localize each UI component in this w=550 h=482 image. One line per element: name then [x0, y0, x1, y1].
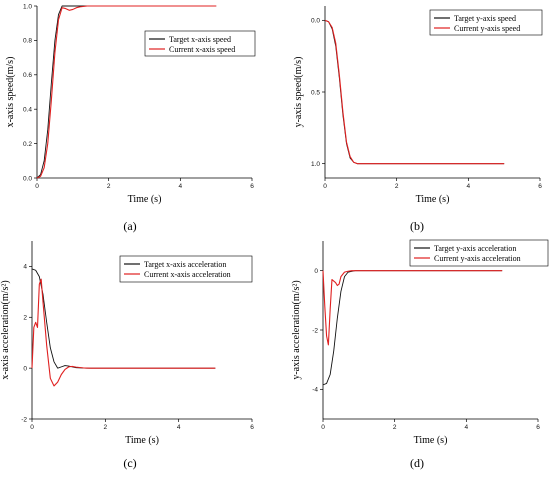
y-axis-label: x-axis acceleration(m/s²): [0, 280, 11, 379]
y-tick-label: 0.0: [23, 175, 32, 182]
x-axis-label: Time (s): [414, 435, 448, 446]
legend-entry-label: Target x-axis speed: [169, 35, 231, 44]
y-tick-label: 0.2: [23, 141, 32, 148]
legend-entry-label: Current x-axis speed: [169, 45, 235, 54]
chart-panel-b: 0 2 4 6 0.0 0.5 1.0 Time (s) y-axis speed(m/s) Ta…: [293, 6, 543, 233]
x-tick-label: 2: [395, 183, 399, 190]
legend-entry-label: Current y-axis acceleration: [434, 254, 521, 263]
x-tick-label: 6: [250, 424, 254, 431]
x-tick-label: 2: [107, 183, 111, 190]
legend-box: [409, 239, 549, 267]
y-tick-label: 0.8: [23, 38, 32, 45]
legend-entry-label: Target y-axis acceleration: [434, 244, 516, 253]
y-tick-label: 0.4: [23, 107, 32, 114]
y-tick-label: -2: [21, 416, 27, 423]
chart-panel-a: 0 2 4 6 0.0 0.2 0.4 0.6 0.8 1.0 Time (s) x-axis spe…: [5, 3, 256, 233]
x-tick-label: 4: [465, 424, 469, 431]
series-line-target: [31, 268, 216, 369]
legend-entry-label: Target y-axis speed: [454, 14, 516, 23]
x-tick-label: 0: [321, 424, 325, 431]
x-tick-label: 0: [30, 424, 34, 431]
legend-box: [119, 255, 253, 283]
y-tick-label: 0.5: [311, 89, 320, 96]
legend-entry-label: Current y-axis speed: [454, 24, 520, 33]
panel-label: (b): [410, 219, 424, 233]
panel-label: (a): [123, 219, 136, 233]
x-tick-label: 4: [179, 183, 183, 190]
y-axis-label: y-axis acceleration(m/s²): [291, 280, 302, 379]
x-tick-label: 6: [250, 183, 254, 190]
legend-entry-label: Target x-axis acceleration: [144, 260, 226, 269]
y-tick-label: 0.0: [311, 18, 320, 25]
x-axis-label: Time (s): [416, 194, 450, 205]
x-tick-label: 6: [538, 183, 542, 190]
legend-box: [429, 9, 543, 36]
y-axis-label: y-axis speed(m/s): [293, 57, 304, 128]
x-tick-label: 0: [323, 183, 327, 190]
y-tick-label: 0.6: [23, 72, 32, 79]
x-tick-label: 6: [536, 424, 540, 431]
y-tick-label: -4: [312, 387, 318, 394]
y-tick-label: 1.0: [311, 161, 320, 168]
legend-entry-label: Current x-axis acceleration: [144, 270, 231, 279]
panel-label: (c): [123, 456, 136, 470]
y-tick-label: 4: [23, 264, 27, 271]
x-tick-label: 2: [104, 424, 108, 431]
x-tick-label: 2: [393, 424, 397, 431]
series-line-target: [322, 270, 503, 386]
series-line-current: [324, 19, 505, 165]
legend-box: [144, 30, 256, 57]
panel-label: (d): [410, 456, 424, 470]
x-tick-label: 0: [35, 183, 39, 190]
y-tick-label: -2: [312, 327, 318, 334]
x-axis-label: Time (s): [128, 194, 162, 205]
y-tick-label: 1.0: [23, 3, 32, 10]
y-axis-label: x-axis speed(m/s): [5, 57, 16, 128]
series-line-current: [31, 278, 216, 387]
x-tick-label: 4: [177, 424, 181, 431]
y-tick-label: 0: [314, 268, 318, 275]
y-tick-label: 0: [23, 365, 27, 372]
x-tick-label: 4: [467, 183, 471, 190]
y-tick-label: 2: [23, 315, 27, 322]
series-line-current: [322, 270, 503, 346]
chart-panel-d: 0 2 4 6 -4 -2 0 Time (s) y-axis acceleration(m/s…: [291, 239, 549, 470]
x-axis-label: Time (s): [125, 435, 159, 446]
series-line-target: [324, 19, 505, 165]
series-line-current: [36, 5, 217, 179]
